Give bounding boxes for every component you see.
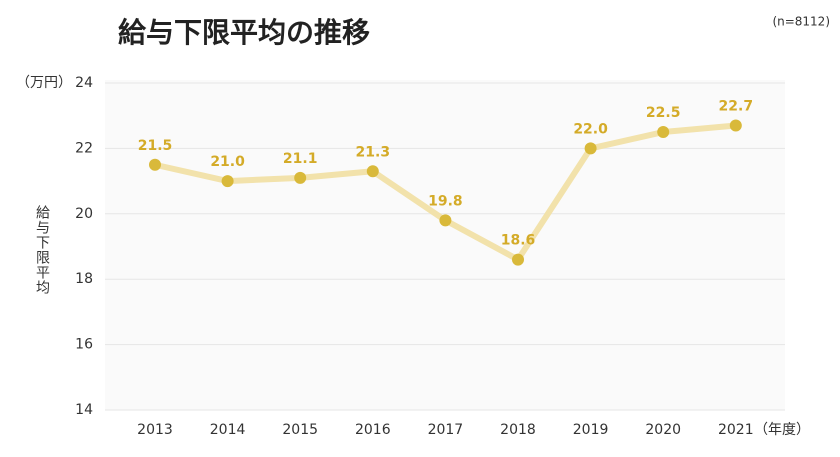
- data-label: 22.5: [646, 105, 681, 121]
- data-point: [512, 253, 524, 266]
- x-tick-label: 2015: [282, 422, 318, 438]
- data-point: [366, 165, 379, 178]
- data-label: 18.6: [501, 233, 536, 249]
- data-label: 21.1: [283, 151, 318, 167]
- x-tick-label: 2013: [137, 422, 173, 438]
- x-tick-label: 2021: [718, 422, 754, 438]
- data-point: [221, 175, 234, 188]
- y-tick-label: 14: [75, 402, 93, 418]
- x-unit: （年度）: [754, 422, 810, 438]
- y-tick-label: 24: [75, 75, 93, 91]
- data-label: 21.0: [210, 154, 245, 170]
- data-point: [294, 171, 307, 184]
- y-axis-label: 給与下限平均: [34, 205, 50, 295]
- y-tick-label: 18: [75, 271, 93, 287]
- y-tick-label: 16: [75, 337, 93, 353]
- y-unit: （万円）: [16, 75, 72, 91]
- data-label: 22.0: [573, 121, 608, 137]
- data-point: [149, 158, 161, 171]
- data-label: 21.5: [138, 138, 173, 154]
- data-label: 21.3: [356, 144, 391, 160]
- x-tick-label: 2014: [210, 422, 246, 438]
- data-label: 22.7: [719, 99, 754, 115]
- x-tick-label: 2019: [573, 422, 609, 438]
- x-tick-label: 2018: [500, 422, 536, 438]
- plot-area: [105, 80, 785, 410]
- x-tick-label: 2017: [428, 422, 464, 438]
- x-tick-label: 2016: [355, 422, 391, 438]
- data-point: [729, 119, 742, 132]
- x-tick-label: 2020: [645, 422, 681, 438]
- sample-size: (n=8112): [772, 15, 830, 29]
- data-point: [584, 142, 597, 155]
- chart-title: 給与下限平均の推移: [118, 16, 370, 49]
- y-tick-label: 20: [75, 206, 93, 222]
- y-tick-label: 22: [75, 140, 93, 156]
- data-point: [657, 126, 670, 139]
- data-point: [439, 214, 452, 227]
- data-label: 19.8: [428, 193, 463, 209]
